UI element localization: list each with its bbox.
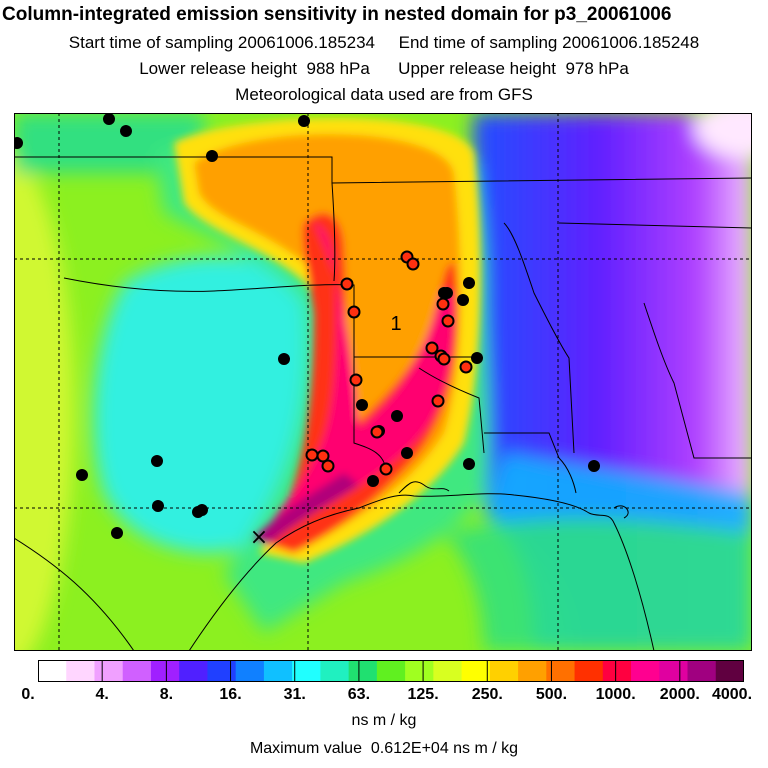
colorbar-tick-label: 4.	[95, 686, 109, 703]
lower-height-label: Lower release height	[139, 59, 298, 78]
colorbar	[38, 660, 744, 682]
end-time-value: 20061006.185248	[562, 33, 700, 52]
colorbar-swatch	[66, 660, 96, 682]
met-data-line: Meteorological data used are from GFS	[235, 85, 533, 104]
plume-label: 1	[390, 313, 401, 335]
colorbar-swatch	[263, 660, 293, 682]
max-value: 0.612E+04 ns m / kg	[370, 740, 519, 757]
colorbar-swatch	[518, 660, 547, 682]
start-time-label: Start time of sampling	[68, 33, 234, 52]
upper-height-value: 978 hPa	[565, 59, 629, 78]
colorbar-swatch	[292, 660, 321, 682]
colorbar-tick-label: 8.	[159, 686, 174, 703]
colorbar-frame	[38, 660, 744, 682]
colorbar-swatch	[461, 660, 491, 682]
red-stations	[305, 250, 473, 476]
colorbar-swatch	[122, 660, 152, 682]
maximum-value-line: Maximum value 0.612E+04 ns m / kg	[0, 740, 768, 758]
upper-height-label: Upper release height	[398, 59, 556, 78]
colorbar-tick-label: 31.	[283, 686, 306, 703]
colorbar-swatch	[631, 660, 660, 682]
colorbar-tick-label: 125.	[407, 686, 439, 703]
colorbar-swatch	[376, 660, 406, 682]
colorbar-swatch	[405, 660, 434, 682]
colorbar-tick-label: 250.	[471, 686, 503, 703]
colorbar-swatch	[602, 660, 632, 682]
cyan-basin	[93, 256, 319, 553]
colorbar-tick-label: 1000.	[595, 686, 636, 703]
colorbar-swatch	[320, 660, 350, 682]
release-location-marker: ×	[250, 525, 268, 550]
colorbar-tick-label: 500.	[535, 686, 568, 703]
colorbar-swatch	[207, 660, 237, 682]
sampling-time-line: Start time of sampling 20061006.185234 E…	[0, 33, 768, 53]
colorbar-swatch	[715, 660, 744, 682]
gulf-coastline	[188, 493, 655, 651]
plume-magenta	[259, 223, 454, 543]
colorbar-swatch	[235, 660, 265, 682]
map-frame	[14, 113, 752, 651]
black-stations	[14, 113, 600, 539]
southeast-green-band	[444, 518, 752, 651]
colorbar-tick-label: 2000.	[659, 686, 700, 703]
colorbar-units: ns m / kg	[351, 712, 417, 729]
colorbar-swatch	[150, 660, 180, 682]
figure-title: Column-integrated emission sensitivity i…	[2, 4, 672, 25]
colorbar-swatch	[546, 660, 576, 682]
colorbar-tick-label: 4000.	[711, 686, 753, 703]
colorbar-swatch	[489, 660, 519, 682]
release-height-line: Lower release height 988 hPa Upper relea…	[0, 59, 768, 79]
lower-height-value: 988 hPa	[306, 59, 370, 78]
colorbar-swatch	[659, 660, 689, 682]
northeast-white-spot	[694, 113, 752, 158]
boundaries	[14, 156, 752, 651]
colorbar-tick-label: 63.	[347, 686, 371, 703]
colorbar-swatch	[348, 660, 378, 682]
start-time-value: 20061006.185234	[237, 33, 376, 52]
end-time-label: End time of sampling	[398, 33, 558, 52]
colorbar-swatch	[574, 660, 604, 682]
max-value-label: Maximum value	[249, 740, 362, 757]
colorbar-tick-label: 16.	[219, 686, 242, 703]
plume-core	[254, 473, 359, 545]
colorbar-swatch	[433, 660, 463, 682]
colorbar-swatch	[687, 660, 717, 682]
colorbar-swatch	[94, 660, 124, 682]
colorbar-swatch	[179, 660, 209, 682]
graticule	[14, 113, 752, 651]
colorbar-swatch	[38, 660, 67, 682]
sensitivity-map: × 1	[14, 113, 752, 651]
colorbar-tick-label: 0.	[21, 686, 35, 703]
